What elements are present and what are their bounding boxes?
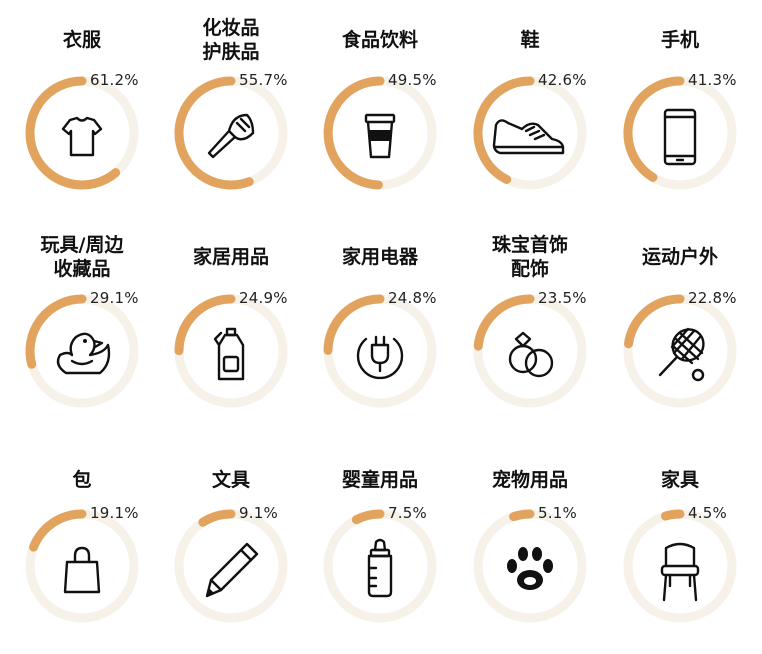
category-percentage: 49.5% (388, 71, 437, 89)
category-label: 珠宝首饰 配饰 (491, 234, 568, 280)
category-label: 玩具/周边 收藏品 (40, 234, 124, 280)
category-ring (473, 509, 587, 623)
category-percentage: 61.2% (90, 71, 139, 89)
category-label: 衣服 (62, 29, 101, 51)
category-label: 食品饮料 (341, 29, 418, 51)
category-label: 化妆品 护肤品 (202, 17, 260, 63)
category-label: 宠物用品 (491, 469, 568, 491)
ring-track (473, 509, 587, 623)
category-label: 运动户外 (641, 246, 718, 268)
ring-value-arc (174, 294, 236, 356)
ring-value-arc (351, 509, 385, 525)
ring-value-arc (25, 294, 87, 369)
category-label: 婴童用品 (341, 469, 418, 491)
category-percentage: 55.7% (239, 71, 288, 89)
category-percentage: 29.1% (90, 289, 139, 307)
category-label: 包 (72, 469, 92, 491)
category-percentage: 41.3% (688, 71, 737, 89)
category-label: 文具 (211, 469, 250, 491)
baby-bottle-icon (367, 538, 393, 598)
category-percentage: 24.9% (239, 289, 288, 307)
category-label: 鞋 (520, 29, 540, 51)
category-percentage: 7.5% (388, 504, 427, 522)
category-ring (623, 76, 737, 190)
sneaker-icon (492, 119, 565, 155)
category-ring (174, 509, 288, 623)
ring-value-arc (623, 76, 685, 182)
ring-value-arc (323, 76, 385, 190)
category-label: 家居用品 (192, 246, 269, 268)
rings-icon (508, 331, 554, 378)
makeup-brush-icon (207, 113, 255, 159)
ring-value-arc (473, 294, 535, 351)
category-ring (473, 294, 587, 408)
category-ring (25, 294, 139, 408)
category-ring (623, 509, 737, 623)
category-label: 家用电器 (341, 246, 418, 268)
category-percentage: 23.5% (538, 289, 587, 307)
ring-track (323, 509, 437, 623)
paw-icon (507, 547, 553, 590)
category-percentage: 19.1% (90, 504, 139, 522)
power-plug-icon (356, 335, 404, 380)
ring-value-arc (323, 294, 385, 355)
rubber-duck-icon (56, 332, 111, 375)
category-percentage: 42.6% (538, 71, 587, 89)
category-percentage: 9.1% (239, 504, 278, 522)
pencil-icon (205, 542, 259, 598)
ring-value-arc (174, 76, 254, 190)
category-ring (623, 294, 737, 408)
category-percentage: 5.1% (538, 504, 577, 522)
ring-value-arc (198, 509, 236, 527)
category-ring (323, 76, 437, 190)
category-label: 家具 (660, 469, 699, 491)
ring-value-arc (660, 509, 685, 521)
category-label: 手机 (660, 29, 699, 51)
category-percentage: 24.8% (388, 289, 437, 307)
category-percentage: 4.5% (688, 504, 727, 522)
tennis-racket-icon (658, 327, 705, 382)
category-percentage: 22.8% (688, 289, 737, 307)
ring-value-arc (509, 509, 535, 522)
category-ring (473, 76, 587, 190)
ring-value-arc (473, 76, 535, 184)
smartphone-icon (663, 108, 697, 166)
ring-value-arc (624, 294, 685, 349)
shopping-bag-icon (63, 546, 101, 594)
chair-icon (660, 542, 700, 602)
category-ring (25, 76, 139, 190)
category-ring (174, 76, 288, 190)
ring-value-arc (25, 76, 121, 190)
category-ring (25, 509, 139, 623)
category-ring (323, 509, 437, 623)
ring-value-arc (29, 509, 87, 552)
category-ring (323, 294, 437, 408)
detergent-bottle-icon (213, 327, 245, 381)
ring-track (174, 509, 288, 623)
t-shirt-icon (61, 116, 103, 157)
category-ring (174, 294, 288, 408)
drink-cup-icon (364, 113, 396, 159)
